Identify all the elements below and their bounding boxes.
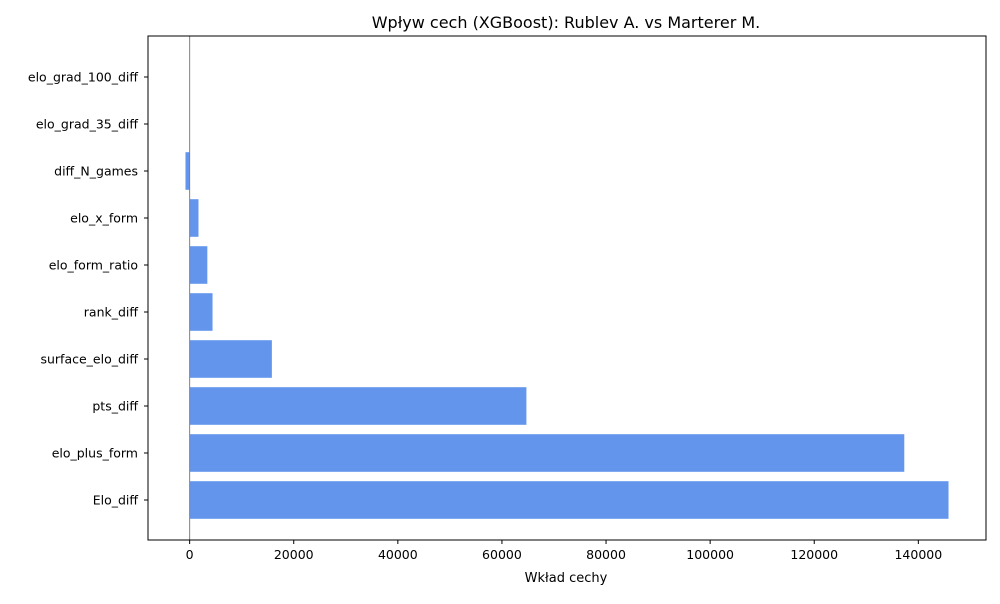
bar-elo-plus-form [189,434,905,472]
x-tick-label: 140000 [894,547,942,562]
bars-group [185,152,949,519]
bar-surface-elo-diff [189,340,272,378]
bar-rank-diff [189,293,213,331]
y-axis-ticks: Elo_diff elo_plus_form pts_diff surface_elo… [28,70,148,508]
y-tick-label: elo_plus_form [52,446,138,461]
x-tick-label: 100000 [686,547,734,562]
x-tick-label: 40000 [378,547,418,562]
bar-elo-x-form [189,199,199,237]
y-tick-label: elo_x_form [70,211,138,226]
y-tick-label: Elo_diff [93,493,139,508]
x-tick-label: 120000 [790,547,838,562]
bar-pts-diff [189,387,527,425]
y-tick-label: diff_N_games [54,164,138,179]
chart-title: Wpływ cech (XGBoost): Rublev A. vs Marte… [372,13,761,32]
y-tick-label: pts_diff [92,399,138,414]
plot-frame [147,35,987,541]
x-axis-label: Wkład cechy [525,571,608,586]
bar-elo-diff [189,481,949,519]
x-tick-label: 0 [186,547,194,562]
x-tick-label: 20000 [274,547,314,562]
y-tick-label: surface_elo_diff [40,352,138,367]
y-tick-label: elo_grad_35_diff [36,117,139,132]
bar-elo-form-ratio [189,246,208,284]
x-axis-ticks: 0 20000 40000 60000 80000 100000 120000 140000 [186,540,942,562]
x-tick-label: 80000 [586,547,626,562]
y-tick-label: rank_diff [84,305,139,320]
x-tick-label: 60000 [482,547,522,562]
bar-diff-n-games [185,152,190,190]
y-tick-label: elo_grad_100_diff [28,70,138,85]
y-tick-label: elo_form_ratio [49,258,138,273]
